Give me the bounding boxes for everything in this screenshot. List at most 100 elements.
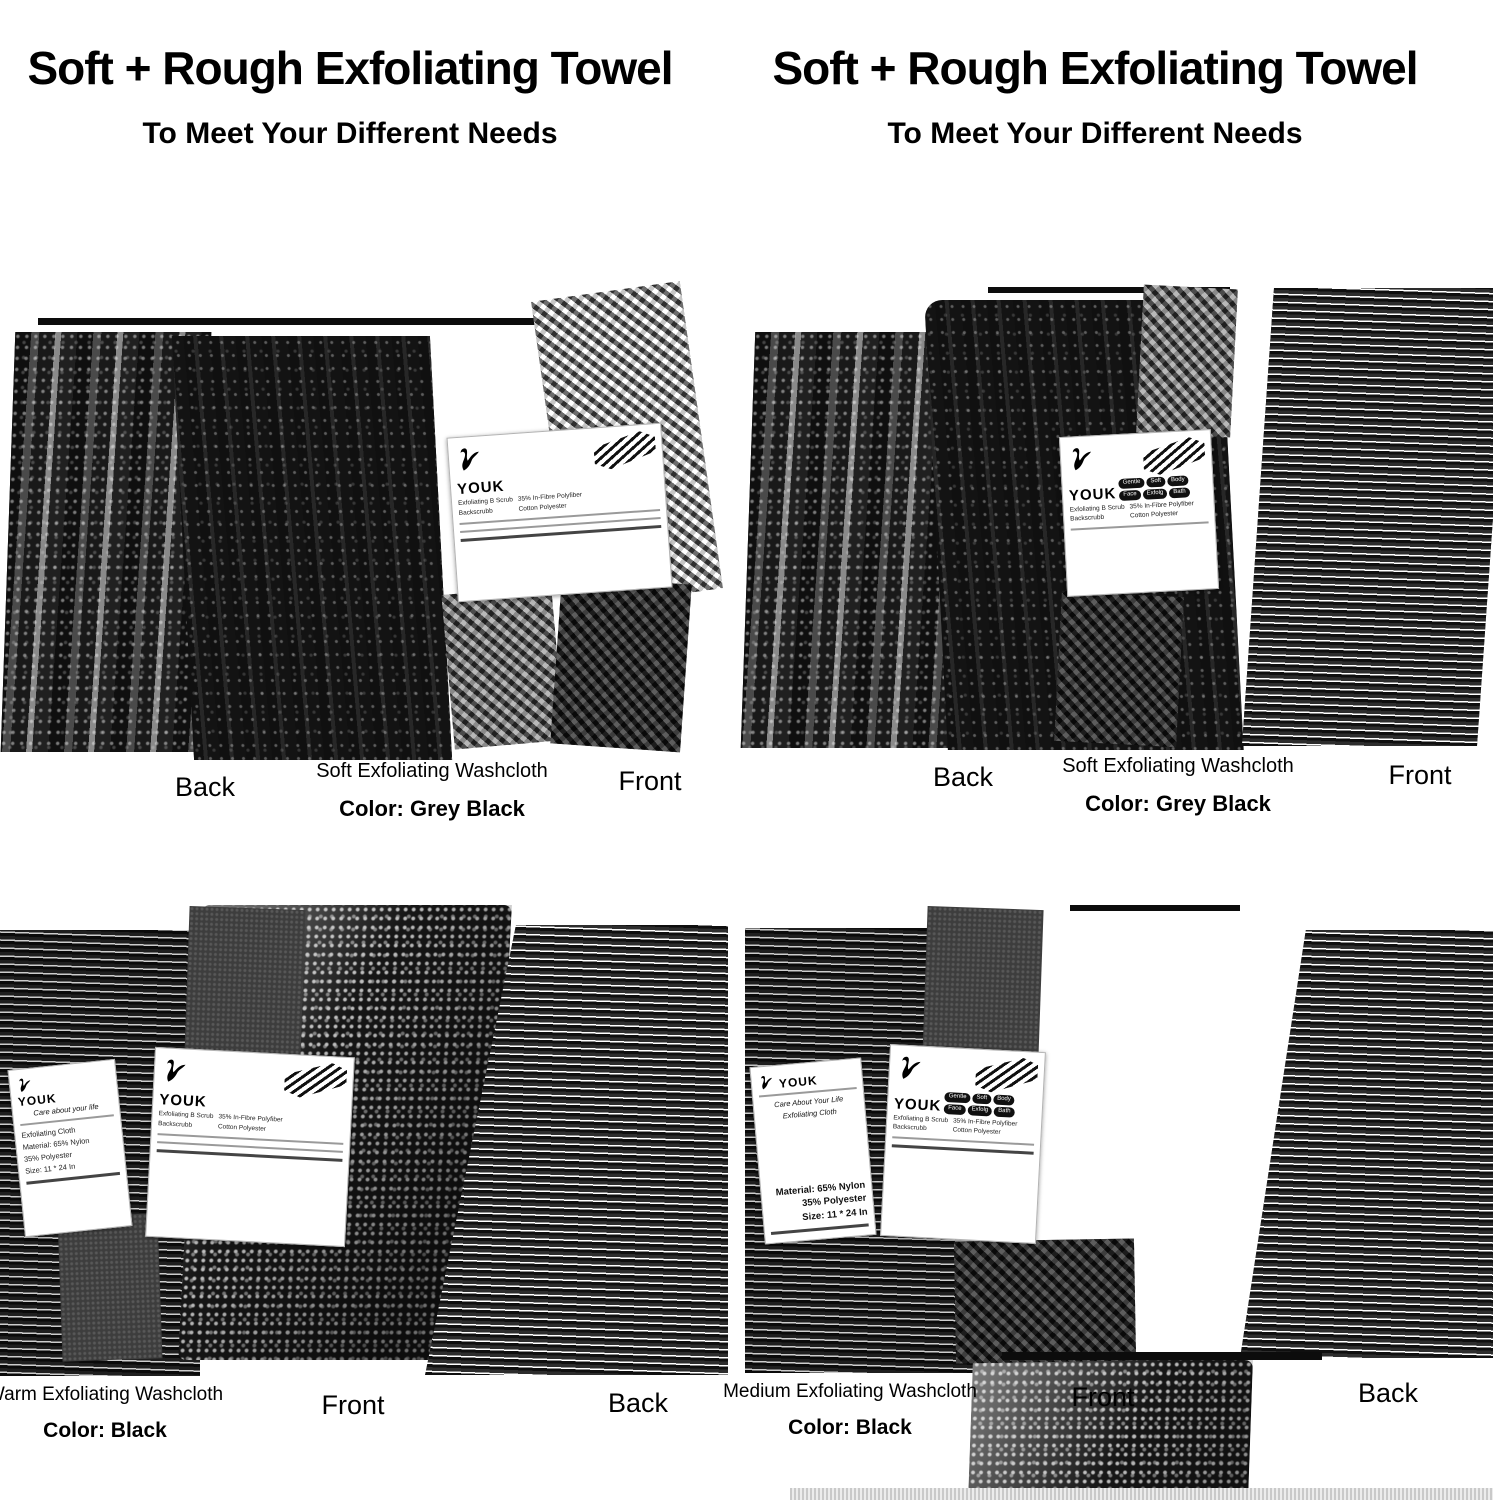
- divider: [460, 516, 661, 533]
- photo-towel-front: [957, 1360, 1253, 1500]
- caption-product-color: Color: Black: [788, 1415, 912, 1439]
- tag-header: [1066, 436, 1206, 479]
- swan-logo-icon: [460, 448, 479, 471]
- photo-towel-front: [1241, 288, 1493, 746]
- feature-badge: Soft: [1146, 476, 1166, 488]
- material-tag-card: YOUK Care About Your Life Exfoliating Cl…: [749, 1057, 877, 1245]
- tag-line: Backscrubb: [1070, 514, 1105, 523]
- tag-detail-left: Exfoliating B Scrub Backscrubb: [893, 1113, 949, 1135]
- caption-front: Front: [1071, 1382, 1135, 1412]
- caption-front: Front: [1388, 760, 1452, 790]
- feature-badge: Gentle: [944, 1091, 971, 1104]
- feature-badge: Soft: [972, 1093, 992, 1105]
- feature-badge: Exfolg: [1142, 488, 1168, 500]
- divider: [891, 1144, 1034, 1155]
- photo-edge: [1002, 1352, 1322, 1360]
- photo-towel-corner: [550, 575, 692, 753]
- tag-line: Backscrubb: [157, 1119, 193, 1129]
- caption-product: Warm Exfoliating Washcloth Color: Black: [0, 1384, 224, 1443]
- spacer: [762, 1117, 865, 1185]
- feature-badge: Face: [943, 1103, 966, 1115]
- caption-front: Front: [321, 1390, 385, 1420]
- material-specs: Material: 65% Nylon 35% Polyester Size: …: [767, 1178, 868, 1228]
- header-right: Soft + Rough Exfoliating Towel To Meet Y…: [745, 42, 1445, 151]
- page-subtitle: To Meet Your Different Needs: [887, 116, 1303, 150]
- tag-line: Cotton Polyester: [952, 1126, 1001, 1137]
- caption-back: Back: [174, 772, 236, 802]
- caption-product-color: Color: Grey Black: [1085, 791, 1271, 816]
- photo-towel-back: [425, 925, 728, 1375]
- caption-front: Front: [618, 766, 682, 796]
- striped-towel-icon: [284, 1061, 348, 1100]
- tag-detail-right: 35% In-Fibre Polyfiber Cotton Polyester: [218, 1112, 283, 1135]
- tag-line: Backscrubb: [892, 1123, 927, 1133]
- caption-product: Soft Exfoliating Washcloth Color: Grey B…: [1062, 755, 1294, 817]
- page-title: Soft + Rough Exfoliating Towel: [772, 42, 1418, 94]
- tag-header: [895, 1051, 1039, 1094]
- swan-logo-icon: [902, 1056, 921, 1079]
- caption-product-name: Soft Exfoliating Washcloth: [316, 760, 548, 782]
- photo-towel-back: [1240, 930, 1493, 1358]
- caption-product-color: Color: Black: [43, 1418, 167, 1442]
- photo-edge: [1070, 905, 1240, 911]
- care-tag-card: YOUK Care about your life Exfoliating Cl…: [7, 1058, 133, 1238]
- feature-badge: Gentle: [1118, 477, 1145, 489]
- page-title: Soft + Rough Exfoliating Towel: [27, 42, 673, 94]
- photo-towel-corner: [1054, 590, 1184, 748]
- photo-towel-patch: [953, 1238, 1137, 1364]
- brand-name: YOUK: [1068, 484, 1117, 505]
- header-left: Soft + Rough Exfoliating Towel To Meet Y…: [0, 42, 700, 151]
- caption-product: Soft Exfoliating Washcloth Color: Grey B…: [316, 760, 548, 822]
- photo-towel-mid: [171, 336, 453, 760]
- tag-header: [454, 430, 657, 480]
- photo-towel-corner: [441, 585, 565, 750]
- feature-badge: Body: [992, 1094, 1016, 1106]
- caption-product-name: Medium Exfoliating Washcloth: [723, 1381, 977, 1402]
- brand-tag-card: YOUK Exfoliating B Scrub Backscrubb 35% …: [145, 1046, 355, 1248]
- caption-product: Medium Exfoliating Washcloth Color: Blac…: [723, 1381, 977, 1440]
- bottom-texture-strip: [790, 1488, 1493, 1500]
- tag-details: Exfoliating Cloth Material: 65% Nylon 35…: [21, 1120, 120, 1178]
- caption-product-name: Soft Exfoliating Washcloth: [1062, 755, 1294, 777]
- feature-badge: Face: [1119, 489, 1141, 501]
- feature-badge: Body: [1166, 475, 1190, 487]
- tag-detail-left: Exfoliating B Scrub Backscrubb: [158, 1109, 214, 1131]
- divider: [460, 524, 662, 542]
- swan-logo-icon: [1072, 448, 1092, 471]
- photo-edge: [988, 287, 1230, 293]
- caption-back: Back: [932, 762, 994, 792]
- page-subtitle: To Meet Your Different Needs: [142, 116, 558, 150]
- caption-product-color: Color: Grey Black: [339, 796, 525, 821]
- striped-towel-icon: [593, 430, 657, 470]
- swan-logo-icon: [167, 1059, 186, 1082]
- feature-badges: Gentle Soft Body Face Exfolg Bath: [1118, 475, 1206, 501]
- tag-line: Cotton Polyester: [217, 1123, 267, 1133]
- feature-badge: Exfolg: [967, 1104, 993, 1117]
- feature-badge: Bath: [993, 1106, 1015, 1118]
- photo-towel-fold: [922, 906, 1044, 1060]
- brand-name: YOUK: [893, 1094, 942, 1115]
- tag-line: Cotton Polyester: [1129, 510, 1179, 520]
- brand-tag-card: YOUK Gentle Soft Body Face Exfolg Bath E…: [880, 1044, 1046, 1244]
- photo-edge: [38, 318, 598, 325]
- tag-detail-left: Exfoliating B Scrub Backscrubb: [1069, 502, 1125, 524]
- tag-brand-row: YOUK: [757, 1065, 856, 1091]
- swan-logo-icon: [19, 1078, 31, 1092]
- photo-towel-fold: [184, 906, 306, 1058]
- tag-detail-right: 35% In-Fibre Polyfiber Cotton Polyester: [1129, 499, 1194, 522]
- tag-header: [160, 1054, 348, 1100]
- tag-detail-right: 35% In-Fibre Polyfiber Cotton Polyester: [952, 1116, 1017, 1139]
- striped-towel-icon: [1142, 436, 1206, 475]
- striped-towel-icon: [975, 1056, 1039, 1095]
- tag-detail-left: Exfoliating B Scrub Backscrubb: [458, 495, 514, 518]
- caption-back: Back: [607, 1388, 669, 1418]
- brand-tag-card: YOUK Exfoliating B Scrub Backscrubb 35% …: [446, 422, 673, 603]
- caption-back: Back: [1357, 1378, 1419, 1408]
- swan-logo-icon: [761, 1075, 773, 1090]
- caption-product-name: Warm Exfoliating Washcloth: [0, 1384, 224, 1405]
- brand-name: YOUK: [778, 1073, 819, 1091]
- tag-detail-right: 35% In-Fibre Polyfiber Cotton Polyester: [518, 490, 584, 514]
- photo-towel-corner: [1136, 284, 1238, 438]
- brand-tag-card: YOUK Gentle Soft Body Face Exfolg Bath E…: [1058, 429, 1220, 597]
